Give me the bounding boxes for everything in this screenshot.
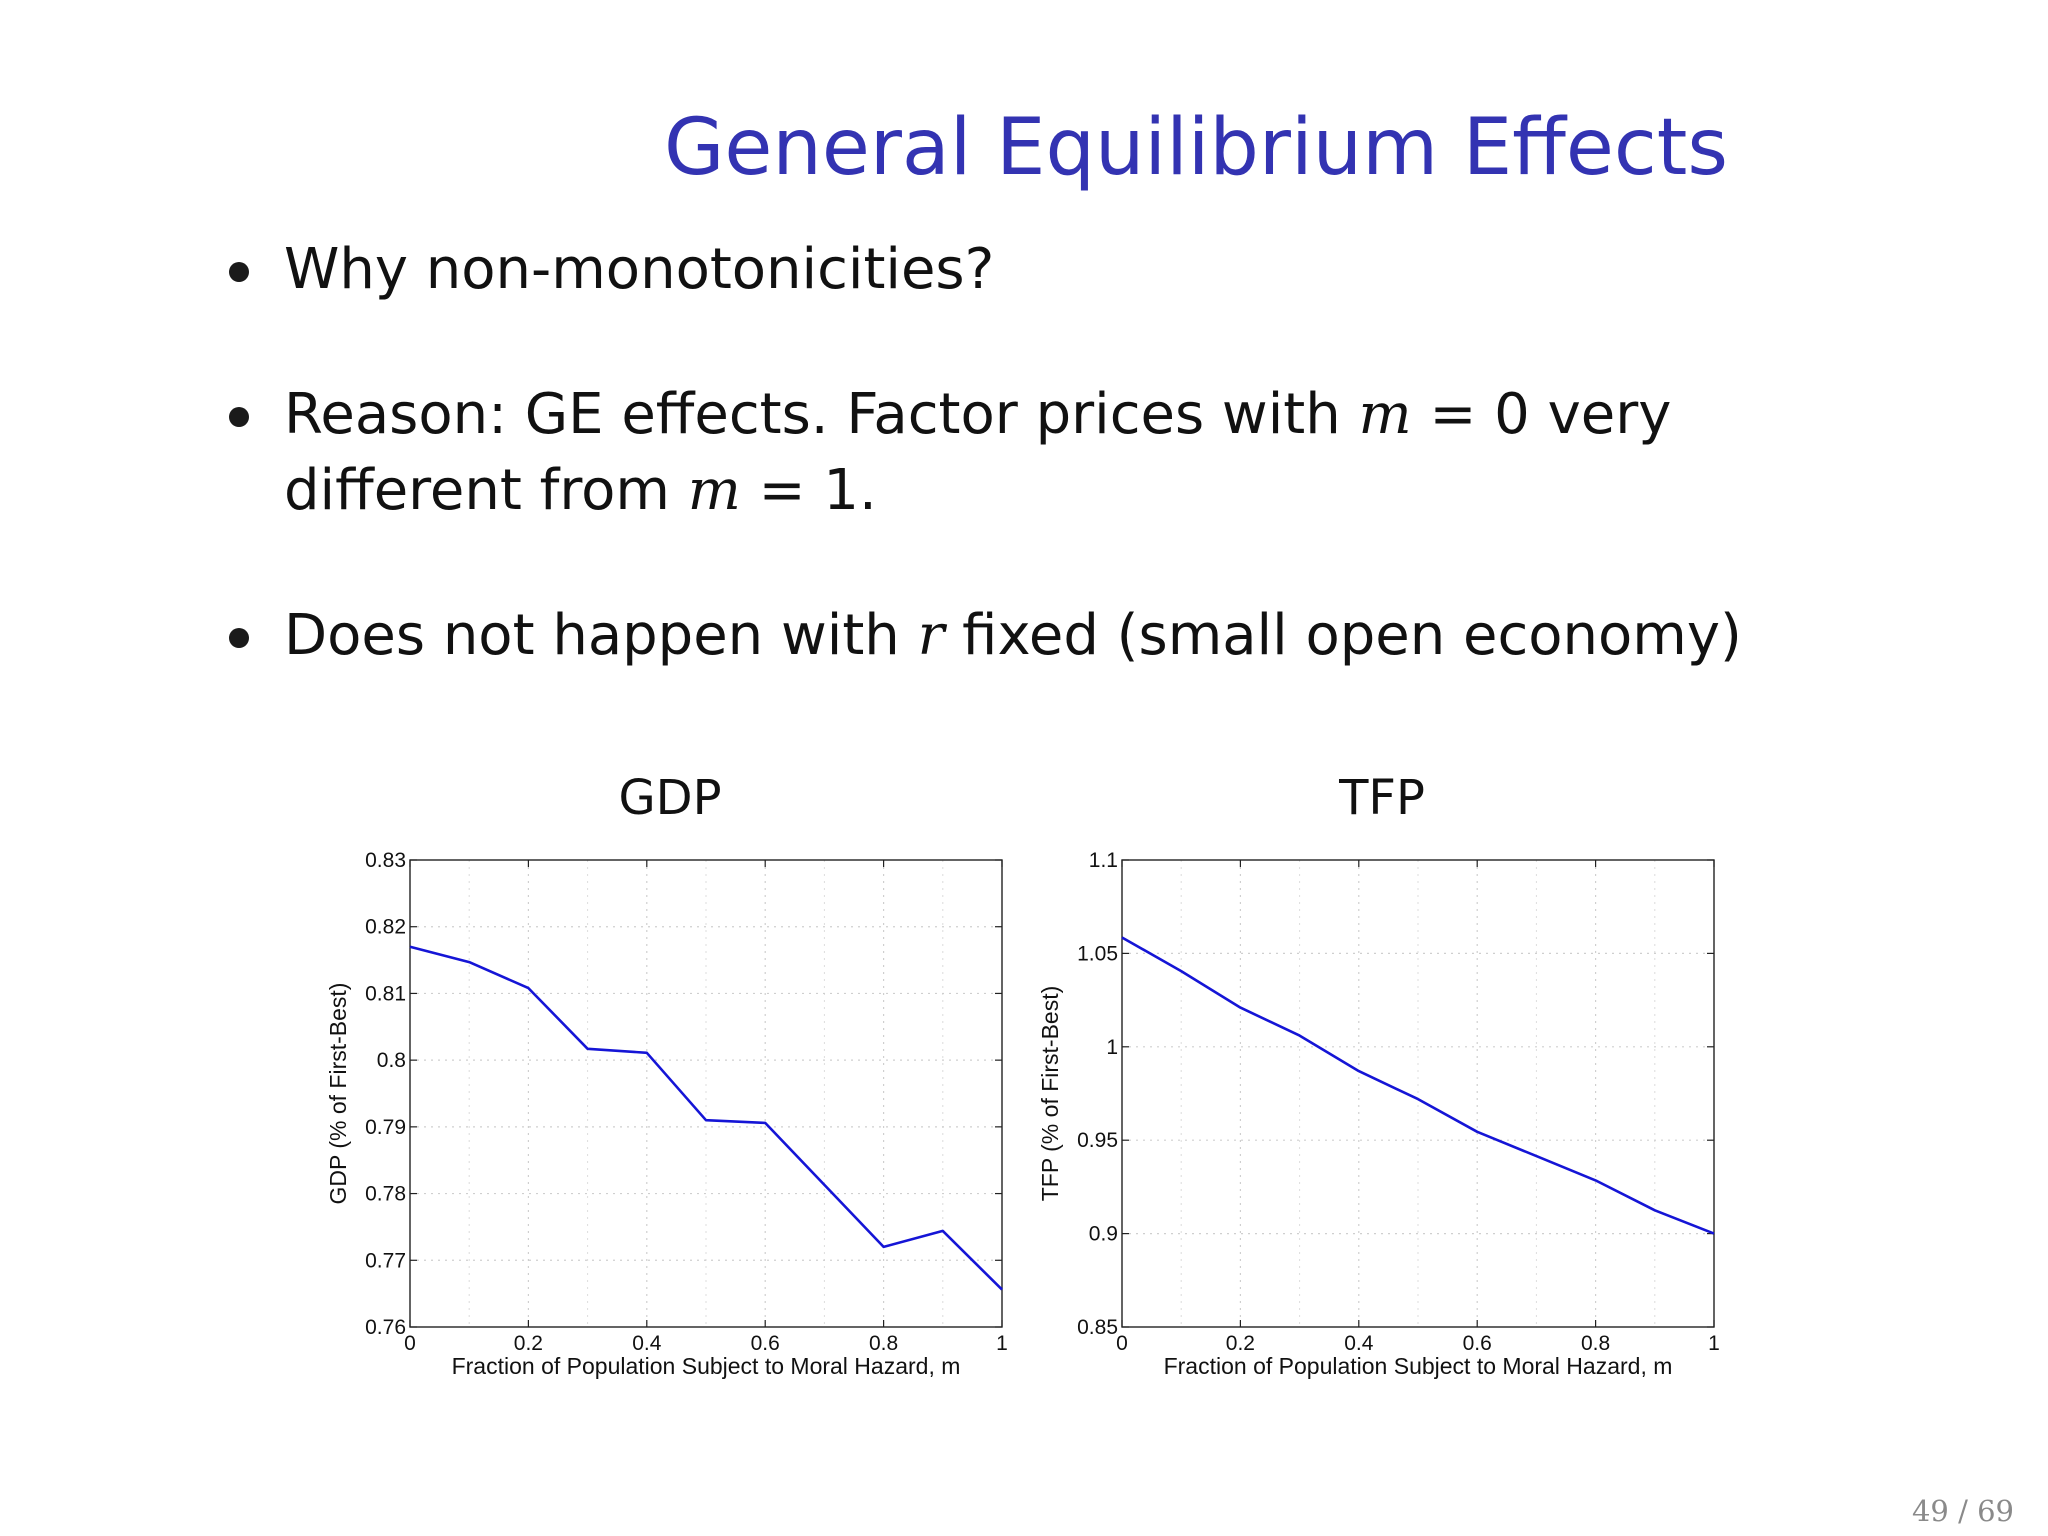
bullet-item-2: Reason: GE effects. Factor prices with m… xyxy=(229,377,1814,529)
tfp-y-tick-label: 1.05 xyxy=(1077,942,1118,965)
gdp-y-tick-label: 0.83 xyxy=(365,849,406,872)
tfp-chart-title: TFP xyxy=(1339,770,1425,826)
gdp-x-tick-label: 1 xyxy=(996,1332,1008,1355)
gdp-chart-plot: 0 0.2 0.4 0.6 0.8 10.760.770.780.790.80.810.8… xyxy=(325,849,1008,1379)
gdp-chart: GDP 0 0.2 0.4 0.6 0.8 1 0.76 0.77 0.78 0.79 0.8 0.8… xyxy=(320,770,1020,1410)
tfp-y-tick-label: 0.85 xyxy=(1077,1316,1118,1339)
tfp-x-tick-label: 0.2 xyxy=(1226,1332,1255,1355)
gdp-y-tick-label: 0.81 xyxy=(365,982,406,1005)
gdp-chart-title: GDP xyxy=(618,770,722,826)
bullet-text: Does not happen with xyxy=(284,603,918,668)
math-variable-m: m xyxy=(1358,382,1412,447)
tfp-x-axis-label: Fraction of Population Subject to Moral … xyxy=(1164,1353,1673,1379)
gdp-y-axis-label: GDP (% of First-Best) xyxy=(325,983,351,1205)
bullet-text: Reason: GE effects. Factor prices with xyxy=(284,382,1359,447)
tfp-chart-plot: 0 0.2 0.4 0.6 0.8 1 0.85 0.9 0.95 1 1.05 1.1 Fractio… xyxy=(1037,849,1720,1379)
bullet-dot xyxy=(229,628,249,648)
bullet-item-1: Why non-monotonicities? xyxy=(229,232,1844,308)
gdp-x-tick-label: 0 xyxy=(404,1332,416,1355)
tfp-y-axis-label: TFP (% of First-Best) xyxy=(1037,986,1063,1202)
gdp-x-tick-label: 0.6 xyxy=(751,1332,780,1355)
gdp-y-tick-label: 0.77 xyxy=(365,1249,406,1272)
gdp-x-tick-label: 0.4 xyxy=(632,1332,662,1355)
gdp-x-axis-label: Fraction of Population Subject to Moral … xyxy=(452,1353,961,1379)
tfp-y-tick-label: 1.1 xyxy=(1089,849,1118,872)
tfp-plot-frame xyxy=(1121,859,1715,1328)
page-number: 49 / 69 xyxy=(1911,1494,2014,1528)
tfp-y-tick-label: 0.9 xyxy=(1089,1223,1118,1246)
gdp-y-tick-label: 0.78 xyxy=(365,1183,406,1206)
gdp-plot-frame xyxy=(409,859,1003,1328)
gdp-series-line xyxy=(409,945,1003,1291)
tfp-chart: TFP 0 0.2 0.4 0.6 0.8 1 0.85 0.9 0.95 1 1.05 1.1 Fra… xyxy=(1032,770,1732,1410)
gdp-x-tick-label: 0.2 xyxy=(514,1332,543,1355)
bullet-dot xyxy=(229,407,249,427)
bullet-text: fixed (small open economy) xyxy=(944,603,1742,668)
math-variable-r: r xyxy=(917,603,945,668)
tfp-x-tick-label: 0.8 xyxy=(1581,1332,1610,1355)
tfp-x-tick-label: 0.6 xyxy=(1463,1332,1492,1355)
math-variable-m: m xyxy=(687,458,741,523)
bullet-text: = 1. xyxy=(740,458,877,523)
bullet-text: Why non-monotonicities? xyxy=(284,237,995,302)
tfp-y-tick-label: 1 xyxy=(1106,1036,1118,1059)
bullet-text: = 0 very different from xyxy=(284,382,1672,523)
tfp-x-tick-label: 0.4 xyxy=(1344,1332,1374,1355)
gdp-y-tick-label: 0.76 xyxy=(365,1316,406,1339)
gdp-x-tick-label: 0.8 xyxy=(869,1332,898,1355)
slide-title: General Equilibrium Effects xyxy=(663,103,1728,193)
bullet-dot xyxy=(229,262,249,282)
gdp-y-tick-label: 0.8 xyxy=(377,1049,406,1072)
bullet-item-3: Does not happen with r fixed (small open… xyxy=(229,598,1844,674)
gdp-y-tick-label: 0.79 xyxy=(365,1116,406,1139)
tfp-series-line xyxy=(1121,936,1715,1235)
gdp-y-tick-label: 0.82 xyxy=(365,916,406,939)
tfp-x-tick-label: 1 xyxy=(1708,1332,1720,1355)
tfp-y-tick-label: 0.95 xyxy=(1077,1129,1118,1152)
tfp-x-tick-label: 0 xyxy=(1116,1332,1128,1355)
